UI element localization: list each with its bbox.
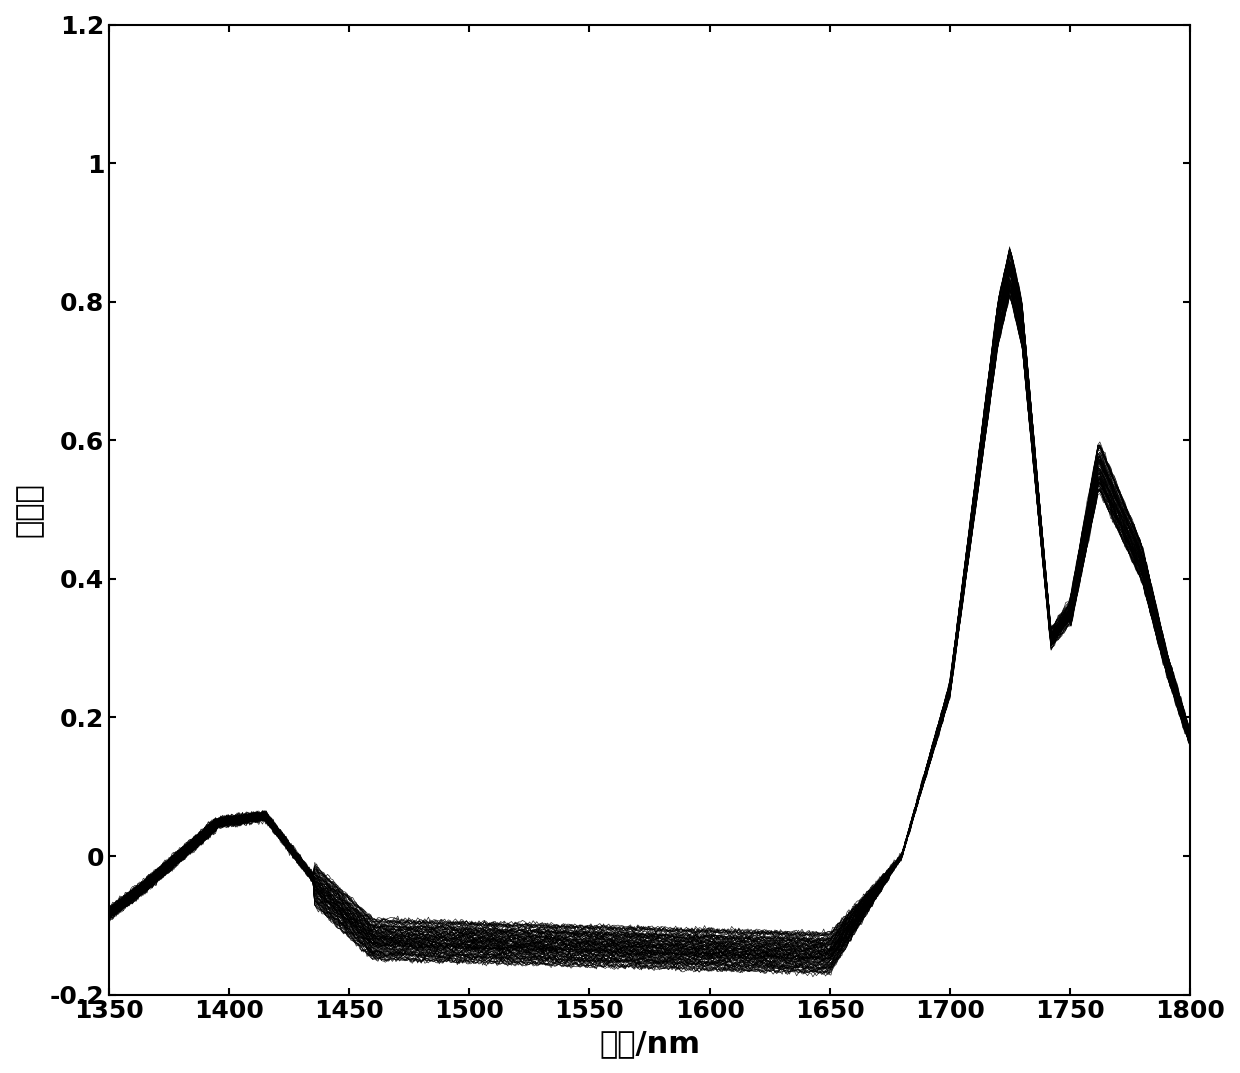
X-axis label: 波长/nm: 波长/nm xyxy=(599,1029,701,1058)
Y-axis label: 吸光度: 吸光度 xyxy=(15,482,43,536)
